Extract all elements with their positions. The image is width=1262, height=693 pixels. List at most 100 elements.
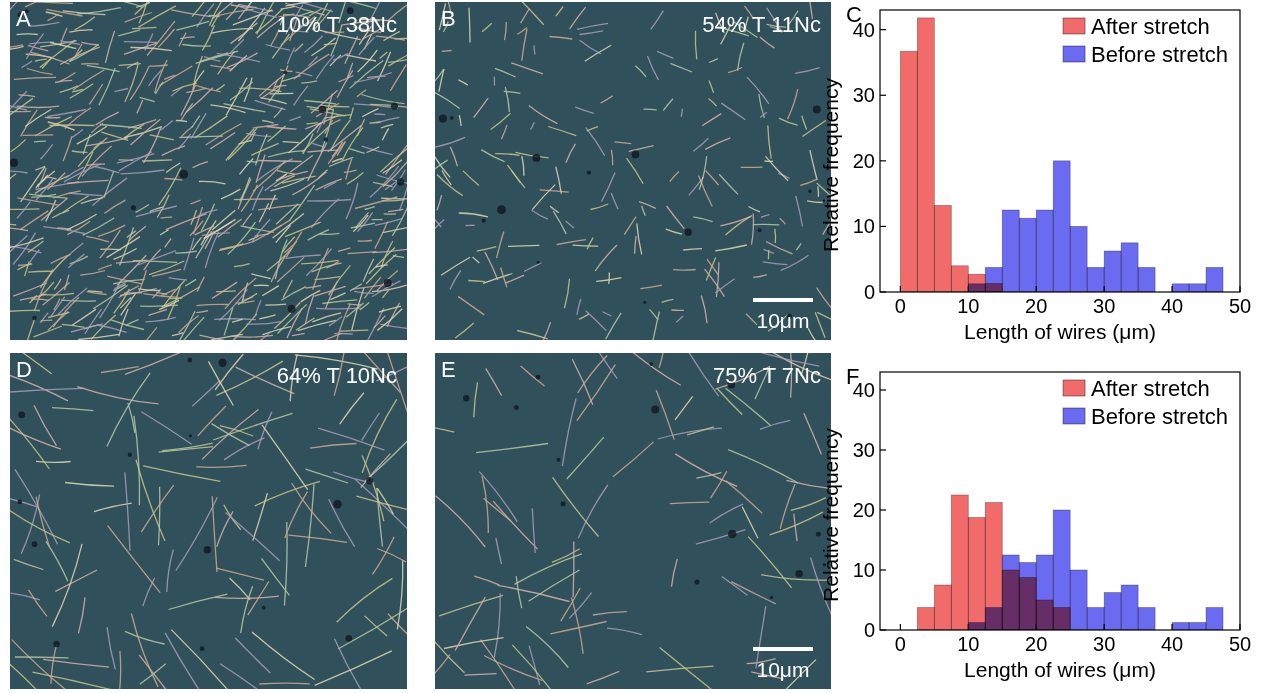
- nanowire: [52, 210, 69, 217]
- nanowire: [41, 320, 53, 322]
- nanowire: [38, 168, 46, 187]
- x-tick: [968, 624, 969, 630]
- particle: [128, 453, 132, 457]
- nanowire: [439, 69, 444, 92]
- x-tick-label: 20: [1025, 295, 1047, 317]
- nanowire: [747, 77, 769, 104]
- nanowire: [459, 115, 461, 126]
- nanowire: [159, 487, 160, 546]
- nanowire: [322, 300, 357, 304]
- nanowire: [304, 36, 322, 53]
- scale-bar-label: 10μm: [757, 309, 810, 332]
- nanowire: [267, 220, 290, 235]
- nanowire: [254, 285, 269, 287]
- nanowire: [13, 283, 46, 296]
- nanowire: [596, 278, 621, 282]
- panel-label: E: [441, 357, 456, 382]
- nanowire: [364, 277, 381, 299]
- nanowire: [53, 297, 79, 327]
- nanowire: [238, 179, 251, 210]
- nanowire: [86, 236, 109, 242]
- nanowire: [768, 250, 770, 260]
- nanowire: [271, 256, 285, 282]
- nanowire: [731, 582, 776, 604]
- nanowire: [325, 282, 337, 309]
- nanowire: [233, 10, 273, 25]
- particle: [262, 606, 266, 610]
- nanowire: [186, 88, 206, 92]
- nanowire: [196, 465, 246, 467]
- legend-label: After stretch: [1091, 14, 1210, 39]
- nanowire: [324, 115, 352, 118]
- nanowire: [107, 237, 140, 258]
- nanowire: [377, 488, 393, 514]
- y-tick: [880, 449, 886, 450]
- nanowire: [382, 289, 389, 298]
- nanowire: [370, 166, 399, 197]
- particle: [532, 154, 540, 162]
- nanowire: [328, 142, 345, 164]
- nanowire: [494, 76, 496, 85]
- nanowire: [562, 398, 576, 466]
- histogram-bar: [917, 608, 934, 631]
- nanowire: [69, 193, 103, 196]
- nanowire: [369, 122, 380, 123]
- nanowire: [10, 238, 44, 249]
- nanowire: [226, 129, 254, 161]
- histogram-bar: [1189, 284, 1206, 292]
- x-tick: [1239, 624, 1240, 630]
- nanowire: [355, 479, 407, 531]
- particle: [366, 477, 373, 484]
- nanowire: [707, 259, 718, 274]
- histogram-bar: [951, 266, 968, 292]
- nanowire: [124, 41, 158, 43]
- nanowire: [274, 108, 283, 118]
- nanowire: [619, 353, 681, 385]
- nanowire: [51, 254, 71, 263]
- nanowire: [162, 443, 212, 450]
- nanowire: [216, 85, 224, 91]
- nanowire: [372, 219, 383, 220]
- particle: [384, 279, 392, 287]
- nanowire: [192, 381, 220, 407]
- nanowire: [292, 333, 305, 335]
- nanowire: [512, 645, 559, 689]
- nanowire: [575, 107, 594, 113]
- y-tick-label: 10: [853, 559, 875, 581]
- nanowire: [380, 145, 407, 173]
- nanowire: [375, 218, 403, 225]
- nanowire: [12, 640, 77, 689]
- nanowire: [182, 45, 211, 47]
- nanowire: [236, 301, 255, 303]
- nanowire: [529, 106, 558, 124]
- nanowire: [17, 202, 31, 219]
- nanowire: [316, 55, 334, 79]
- nanowire: [346, 159, 352, 180]
- micrograph: [435, 2, 831, 340]
- nanowire: [14, 77, 56, 79]
- nanowire: [660, 648, 722, 689]
- nanowire: [578, 356, 608, 394]
- nanowire: [504, 91, 521, 93]
- nanowire: [717, 389, 742, 415]
- nanowire: [526, 627, 568, 668]
- nanowire: [532, 210, 548, 219]
- nanowire: [444, 638, 504, 649]
- legend-label: Before stretch: [1091, 42, 1228, 67]
- nanowire: [435, 426, 454, 432]
- nanowire: [474, 576, 499, 585]
- particle: [283, 70, 287, 74]
- nanowire: [78, 334, 119, 339]
- x-tick-label: 40: [1161, 295, 1183, 317]
- particle: [450, 116, 454, 120]
- nanowire: [550, 622, 606, 634]
- nanowire: [213, 413, 292, 440]
- nanowire: [10, 506, 70, 543]
- nanowire: [474, 98, 488, 117]
- nanowire: [342, 128, 363, 161]
- nanowire: [22, 61, 33, 68]
- particle: [587, 171, 591, 175]
- nanowire: [607, 628, 642, 635]
- nanowire: [125, 631, 165, 644]
- nanowire: [67, 214, 97, 230]
